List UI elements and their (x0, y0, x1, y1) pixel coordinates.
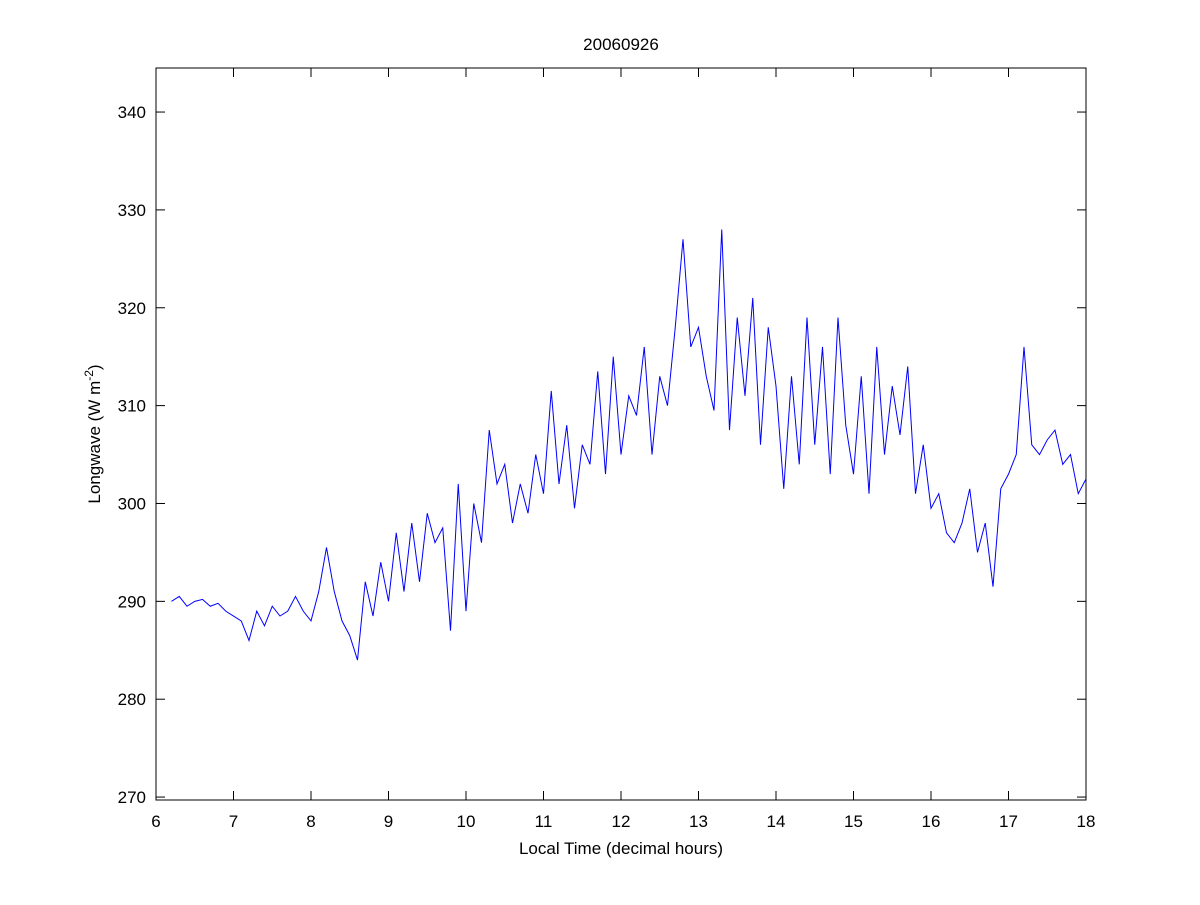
x-tick-label: 16 (922, 812, 941, 831)
x-tick-label: 17 (999, 812, 1018, 831)
x-tick-label: 18 (1077, 812, 1096, 831)
y-axis-label: Longwave (W m-2) (82, 364, 104, 503)
y-tick-label: 300 (118, 494, 146, 513)
x-tick-label: 11 (535, 812, 553, 831)
y-tick-label: 290 (118, 592, 146, 611)
chart-title: 20060926 (583, 35, 659, 54)
y-tick-label: 320 (118, 299, 146, 318)
y-tick-label: 280 (118, 690, 146, 709)
x-tick-label: 10 (457, 812, 476, 831)
x-tick-label: 7 (229, 812, 238, 831)
x-axis-label: Local Time (decimal hours) (519, 839, 723, 858)
x-tick-label: 15 (844, 812, 863, 831)
x-tick-label: 6 (151, 812, 160, 831)
x-tick-label: 9 (384, 812, 393, 831)
y-axis-label-suffix: ) (85, 364, 104, 370)
y-tick-label: 270 (118, 788, 146, 807)
plot-box (155, 67, 1087, 801)
x-tick-label: 12 (612, 812, 631, 831)
x-tick-label: 13 (689, 812, 708, 831)
x-tick-label: 8 (306, 812, 315, 831)
y-tick-label: 310 (118, 397, 146, 416)
x-tick-label: 14 (767, 812, 786, 831)
y-tick-label: 340 (118, 103, 146, 122)
data-line (171, 229, 1087, 661)
y-tick-label: 330 (118, 201, 146, 220)
y-axis-label-text: Longwave (W m (85, 381, 104, 504)
y-axis-label-superscript: -2 (82, 370, 96, 381)
